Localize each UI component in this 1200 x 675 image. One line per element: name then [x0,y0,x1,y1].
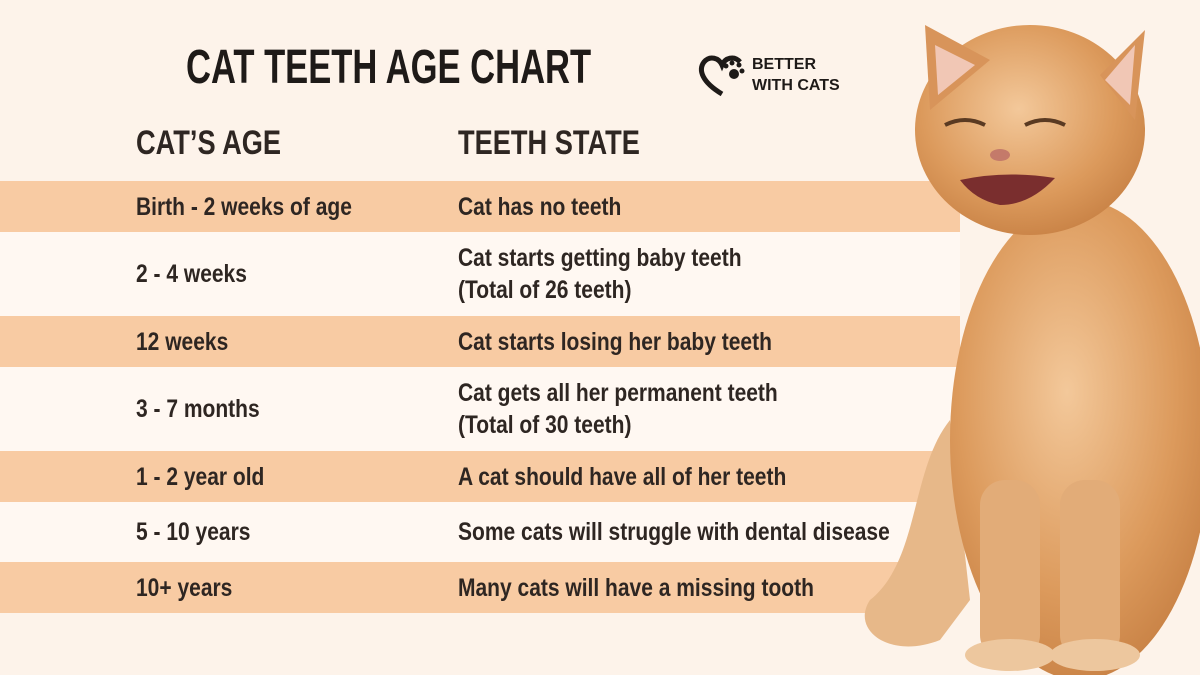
row-band [0,451,960,502]
column-header: TEETH STATE [458,124,640,162]
teeth-cell: Some cats will struggle with dental dise… [458,518,890,546]
row-band [0,232,960,316]
teeth-cell: Cat starts getting baby teeth [458,244,742,272]
logo-icon [698,55,745,97]
row-band [0,316,960,367]
age-cell: 1 - 2 year old [136,462,265,491]
age-cell: Birth - 2 weeks of age [136,192,352,221]
teeth-cell: Cat gets all her permanent teeth [458,379,778,407]
logo-text: WITH CATS [752,77,840,94]
cat-illustration [864,25,1200,675]
row-band [0,181,960,232]
row-band [0,502,960,562]
age-cell: 3 - 7 months [136,395,260,423]
teeth-cell: A cat should have all of her teeth [458,462,787,491]
teeth-cell: Many cats will have a missing tooth [458,573,814,602]
age-cell: 5 - 10 years [136,518,251,546]
age-cell: 10+ years [136,573,233,602]
teeth-cell: Cat has no teeth [458,192,622,221]
teeth-cell: (Total of 30 teeth) [458,411,632,439]
teeth-cell: Cat starts losing her baby teeth [458,327,772,356]
row-band [0,562,960,613]
age-cell: 12 weeks [136,327,229,356]
column-header: CAT’S AGE [136,124,282,162]
row-band [0,367,960,451]
age-cell: 2 - 4 weeks [136,260,247,288]
teeth-cell: (Total of 26 teeth) [458,276,632,304]
title: CAT TEETH AGE CHART [186,41,592,94]
logo-text: BETTER [752,56,816,73]
